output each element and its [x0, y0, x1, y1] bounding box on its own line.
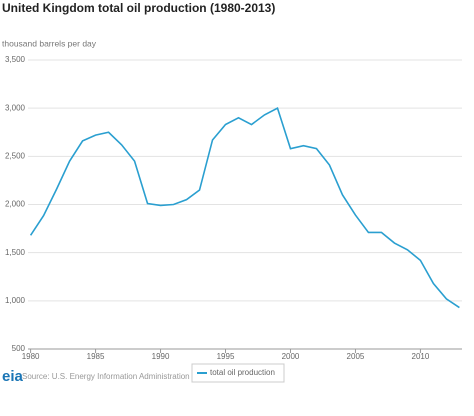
x-tick-label: 1995 — [217, 352, 235, 361]
x-tick-label: 2005 — [347, 352, 365, 361]
legend-box — [191, 363, 285, 383]
y-tick-label: 3,500 — [5, 55, 26, 64]
y-tick-label: 2,000 — [5, 200, 26, 209]
data-line — [29, 107, 460, 309]
y-axis-label: thousand barrels per day — [2, 38, 97, 48]
y-tick-label: 1,500 — [5, 248, 26, 257]
y-tick-label: 2,500 — [5, 151, 26, 160]
x-tick-label: 2000 — [282, 352, 300, 361]
x-tick-label: 1990 — [152, 352, 170, 361]
legend-label: total oil production — [210, 368, 275, 377]
logo: eia — [2, 368, 24, 385]
source: Source: U.S. Energy Information Administ… — [22, 372, 190, 381]
x-tick-label: 1985 — [87, 352, 105, 361]
y-tick-label: 1,000 — [5, 296, 26, 305]
x-tick-label: 2010 — [412, 352, 430, 361]
y-tick-label: 500 — [12, 344, 26, 353]
x-tick-label: 1980 — [22, 352, 40, 361]
chart-title: United Kingdom total oil production (198… — [2, 1, 275, 15]
y-tick-label: 3,000 — [5, 103, 26, 112]
